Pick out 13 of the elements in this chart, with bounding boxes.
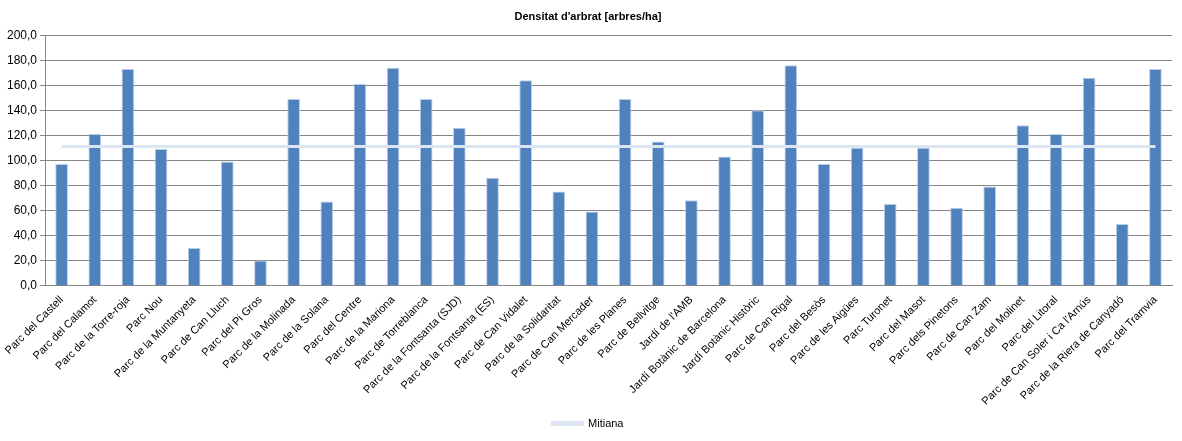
y-tick-label: 60,0 xyxy=(13,202,38,217)
chart-title: Densitat d'arbrat [arbres/ha] xyxy=(514,9,662,22)
y-tick-label: 120,0 xyxy=(7,127,38,142)
y-tick-label: 140,0 xyxy=(7,102,38,117)
y-tick-label: 80,0 xyxy=(13,177,38,192)
legend-label: Mitiana xyxy=(588,416,625,429)
y-tick-label: 160,0 xyxy=(7,77,38,92)
y-tick-label: 0,0 xyxy=(20,277,38,292)
y-tick-label: 100,0 xyxy=(7,152,38,167)
y-tick-label: 20,0 xyxy=(13,252,38,267)
y-tick-label: 200,0 xyxy=(7,27,38,42)
y-tick-label: 40,0 xyxy=(13,227,38,242)
y-tick-label: 180,0 xyxy=(7,52,38,67)
